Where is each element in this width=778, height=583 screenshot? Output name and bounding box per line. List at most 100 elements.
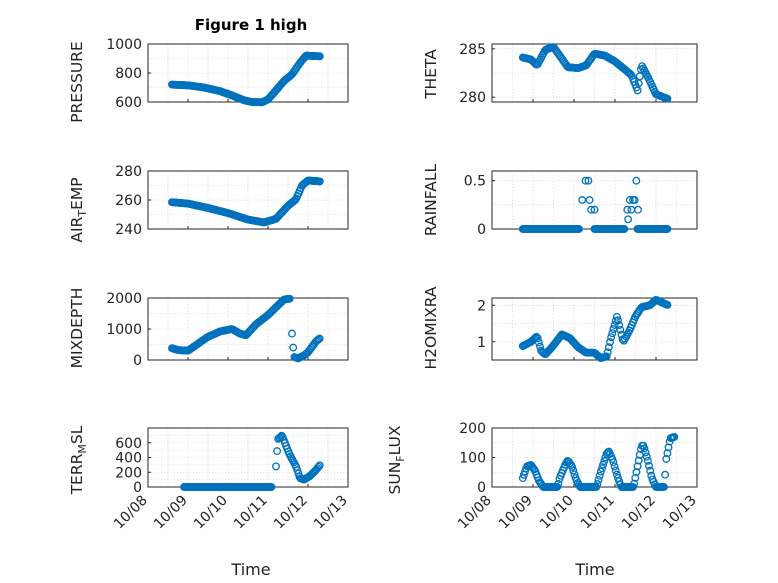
data-point — [291, 195, 300, 204]
y-tick-label: 0.5 — [464, 174, 486, 190]
data-point — [595, 471, 604, 480]
data-point — [630, 196, 639, 204]
data-point — [660, 483, 668, 491]
data-point — [626, 70, 635, 79]
data-point — [662, 455, 671, 463]
x-axis-label-left: Time — [230, 560, 270, 579]
data-point — [267, 483, 276, 491]
subplot-sun-flux: 0 100 200 10/08 10/09 10/10 10/11 10/12 10/13 SUN… — [386, 421, 700, 532]
data-point — [315, 177, 324, 186]
data-point — [584, 176, 593, 185]
data-point — [288, 329, 296, 338]
y-tick-label: 260 — [115, 193, 142, 209]
y-tick-label: 240 — [115, 222, 142, 238]
y-axis-label: TERRMSL — [68, 425, 89, 495]
y-tick-label: 200 — [115, 465, 142, 481]
x-tick-label: 10/08 — [111, 493, 151, 533]
data-point — [643, 456, 652, 465]
data-point — [633, 462, 642, 471]
y-axis-label: PRESSURE — [68, 41, 86, 123]
data-point — [519, 470, 528, 479]
data-point — [602, 352, 611, 361]
data-point — [594, 475, 603, 484]
data-point — [569, 466, 578, 475]
data-point — [645, 461, 653, 470]
x-tick-label: 10/13 — [311, 493, 351, 533]
subplot-air-temp: 240 260 280 AIRTEMP — [68, 164, 349, 243]
data-point — [599, 460, 608, 469]
axes-frame — [491, 297, 698, 361]
data-point — [315, 334, 324, 343]
data-point — [518, 474, 527, 483]
data-point — [620, 225, 629, 233]
axes-frame — [491, 43, 698, 103]
y-axis-label: THETA — [422, 49, 440, 100]
data-point — [606, 338, 614, 347]
data-point — [578, 196, 587, 204]
data-point — [634, 205, 642, 214]
y-tick-label: 0 — [133, 353, 142, 369]
x-tick-label: 10/09 — [151, 493, 191, 533]
data-point — [642, 452, 651, 461]
data-point — [634, 456, 643, 465]
data-point — [273, 447, 282, 456]
data-point — [629, 483, 637, 491]
y-tick-label: 0 — [133, 480, 142, 496]
data-point — [596, 467, 605, 476]
data-point — [607, 333, 616, 342]
data-point — [293, 466, 302, 475]
data-point — [314, 335, 323, 344]
data-point — [615, 321, 624, 330]
data-point — [624, 215, 633, 224]
data-point — [623, 205, 632, 214]
data-point — [611, 466, 620, 475]
data-point — [294, 469, 303, 478]
data-point — [632, 176, 641, 185]
data-point — [661, 470, 670, 479]
subplot-h2omixra: 1 2 H2OMIXRA — [422, 286, 698, 370]
data-point — [663, 94, 672, 103]
y-tick-label: 1 — [477, 335, 486, 351]
x-tick-label: 10/13 — [660, 493, 700, 533]
data-point — [663, 449, 672, 458]
y-tick-label: 100 — [459, 451, 486, 467]
x-tick-label: 10/09 — [496, 493, 536, 533]
data-point — [604, 343, 613, 352]
y-tick-label: 0 — [477, 222, 486, 238]
data-point — [292, 462, 301, 471]
data-point — [600, 457, 609, 465]
data-point — [587, 205, 596, 214]
data-point — [612, 470, 621, 479]
y-axis-label: RAINFALL — [422, 163, 440, 236]
x-tick-label: 10/12 — [619, 493, 659, 533]
y-axis-label: MIXDEPTH — [68, 288, 86, 369]
data-point — [631, 473, 640, 482]
y-tick-label: 200 — [459, 421, 486, 437]
subplot-mixdepth: 0 1000 2000 MIXDEPTH — [68, 288, 349, 369]
data-point — [663, 225, 672, 233]
x-tick-label: 10/11 — [231, 493, 271, 533]
y-tick-label: 2 — [477, 298, 486, 314]
subplot-rainfall: 0 0.5 RAINFALL — [422, 163, 698, 238]
data-point — [315, 461, 324, 470]
data-point — [585, 196, 594, 204]
x-tick-label: 10/10 — [537, 493, 577, 533]
data-point — [590, 205, 599, 214]
y-tick-label: 600 — [115, 95, 142, 111]
data-point — [616, 325, 625, 334]
figure-title: Figure 1 high — [195, 16, 308, 34]
y-axis-label: H2OMIXRA — [422, 286, 440, 369]
y-tick-label: 1000 — [106, 322, 142, 338]
x-tick-label: 10/12 — [271, 493, 311, 533]
subplot-pressure: 600 800 1000 PRESSURE — [68, 37, 349, 123]
data-point — [640, 444, 649, 453]
data-point — [575, 225, 583, 233]
data-point — [670, 432, 679, 441]
data-point — [275, 433, 284, 442]
y-tick-label: 800 — [115, 66, 142, 82]
data-point — [634, 79, 643, 88]
data-point — [614, 316, 622, 325]
